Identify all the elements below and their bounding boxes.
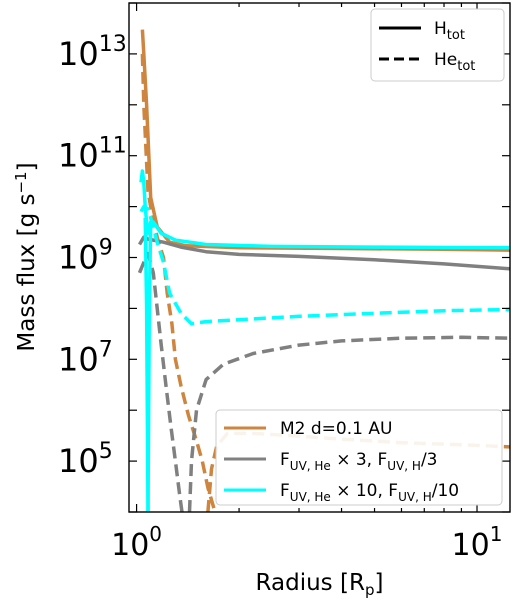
y-axis-title: Mass flux [g s−1] — [12, 162, 40, 351]
y-tick-label: 1013 — [58, 32, 127, 73]
y-tick-label: 1011 — [58, 134, 127, 175]
color-legend: M2 d=0.1 AU FUV, He × 3, FUV, H/3 FUV, He … — [215, 409, 503, 506]
x-tick-label: 100 — [111, 522, 162, 563]
series-line-9 — [139, 204, 510, 326]
series-line-3 — [137, 235, 510, 271]
style-legend: Htot Hetot — [370, 8, 505, 82]
series-line-1 — [140, 53, 217, 512]
color-legend-box — [215, 409, 503, 506]
y-tick-label: 109 — [58, 236, 113, 277]
y-tick-label: 105 — [58, 439, 113, 480]
style-legend-label: Hetot — [434, 50, 475, 74]
color-legend-label: FUV, He × 3, FUV, H/3 — [280, 450, 437, 473]
series-line-4 — [137, 251, 184, 512]
style-legend-label: Htot — [434, 19, 465, 43]
color-legend-label: FUV, He × 10, FUV, H/10 — [280, 481, 459, 504]
series-line-6 — [139, 169, 510, 250]
x-axis-title: Radius [Rp] — [256, 570, 384, 599]
x-tick-label: 101 — [452, 522, 503, 563]
color-legend-label: M2 d=0.1 AU — [280, 419, 392, 439]
series-line-5 — [187, 335, 510, 512]
plot-frame — [128, 2, 511, 513]
y-tick-label: 107 — [58, 337, 113, 378]
series-line-8 — [146, 221, 153, 512]
